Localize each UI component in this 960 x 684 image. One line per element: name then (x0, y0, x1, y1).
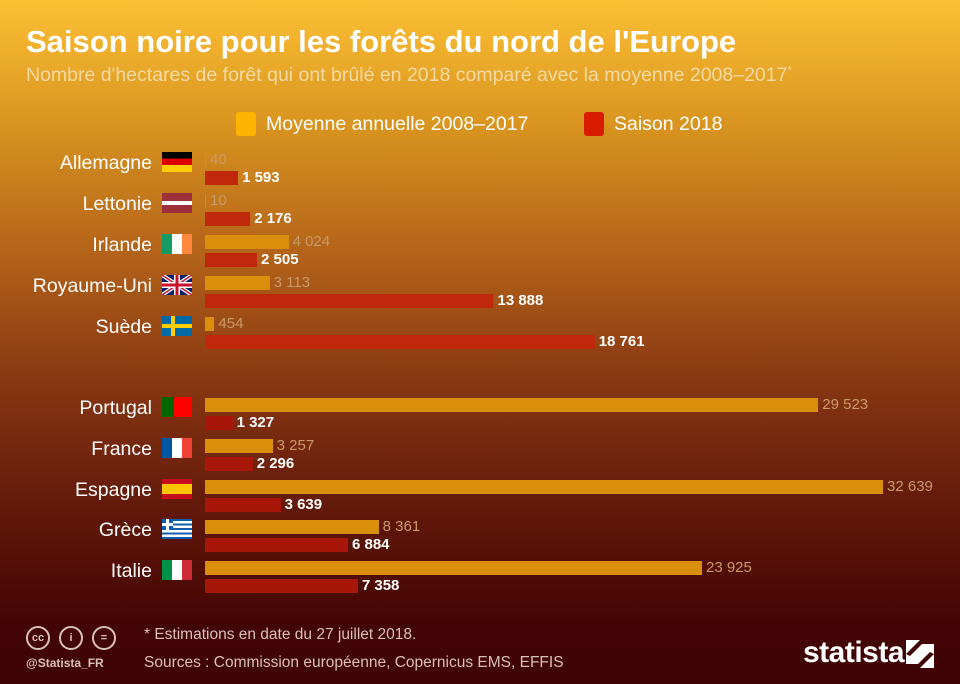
bar-avg (205, 153, 206, 167)
legend-item-avg: Moyenne annuelle 2008–2017 (236, 112, 528, 136)
bar-avg (205, 561, 702, 575)
value-label-2018: 7 358 (361, 577, 400, 594)
attribution-icon: i (59, 626, 83, 650)
bar-2018 (205, 335, 595, 349)
statista-logo: statista (803, 636, 905, 669)
footnote: * Estimations en date du 27 juillet 2018… (144, 626, 417, 643)
legend-label-2018: Saison 2018 (614, 112, 723, 135)
value-label-2018: 18 761 (598, 333, 645, 350)
category-label: Portugal (79, 397, 152, 419)
flag-icon-se (162, 316, 192, 336)
bar-2018 (205, 212, 251, 226)
bar-avg (205, 480, 883, 494)
bar-2018 (205, 171, 239, 185)
value-label-avg: 3 113 (273, 274, 311, 291)
value-label-avg: 8 361 (382, 518, 421, 535)
value-label-2018: 2 296 (256, 455, 295, 472)
value-label-avg: 3 257 (276, 437, 315, 454)
category-label: Espagne (75, 479, 152, 501)
flag-icon-de (162, 152, 192, 172)
category-label: France (91, 438, 152, 460)
legend-label-avg: Moyenne annuelle 2008–2017 (266, 112, 529, 135)
noderivs-icon: = (92, 626, 116, 650)
category-label: Suède (95, 316, 152, 338)
bar-avg (205, 317, 215, 331)
chart-subtitle: Nombre d'hectares de forêt qui ont brûlé… (26, 64, 792, 87)
value-label-avg: 29 523 (822, 396, 869, 413)
bar-2018 (205, 579, 358, 593)
subtitle-text: Nombre d'hectares de forêt qui ont brûlé… (26, 64, 788, 86)
bar-2018 (205, 416, 233, 430)
category-label: Allemagne (59, 152, 152, 174)
category-label: Italie (110, 560, 152, 582)
value-label-2018: 2 176 (254, 210, 292, 227)
value-label-avg: 454 (218, 315, 244, 332)
bar-avg (205, 439, 273, 453)
value-label-avg: 10 (210, 192, 227, 209)
flag-icon-ie (162, 234, 192, 254)
value-label-2018: 2 505 (261, 251, 299, 268)
legend-item-2018: Saison 2018 (584, 112, 722, 136)
flag-icon-fr (162, 438, 192, 458)
bar-avg (205, 276, 270, 290)
flag-icon-gr (162, 519, 192, 539)
subtitle-asterisk: * (787, 64, 792, 77)
value-label-avg: 23 925 (705, 559, 752, 576)
chart-title: Saison noire pour les forêts du nord de … (26, 24, 737, 59)
twitter-handle: @Statista_FR (26, 656, 104, 670)
bar-avg (205, 398, 819, 412)
category-label: Irlande (92, 234, 152, 256)
value-label-avg: 32 639 (887, 478, 933, 495)
legend-swatch-avg (236, 112, 256, 136)
bar-2018 (205, 498, 281, 512)
value-label-avg: 4 024 (292, 233, 331, 250)
flag-icon-lv (162, 193, 192, 213)
value-label-2018: 6 884 (351, 536, 390, 553)
flag-icon-pt (162, 397, 192, 417)
bar-avg (205, 194, 206, 208)
category-label: Royaume-Uni (32, 275, 152, 297)
value-label-2018: 1 327 (236, 414, 275, 431)
bar-2018 (205, 253, 258, 267)
bar-avg (205, 235, 289, 249)
value-label-2018: 3 639 (284, 496, 323, 513)
value-label-2018: 13 888 (497, 292, 544, 309)
bar-avg (205, 520, 379, 534)
legend-swatch-2018 (584, 112, 604, 136)
flag-icon-es (162, 479, 192, 499)
value-label-2018: 1 593 (242, 169, 280, 186)
category-label: Lettonie (82, 193, 152, 215)
cc-icon: cc (26, 626, 50, 650)
bar-2018 (205, 538, 348, 552)
bar-2018 (205, 457, 253, 471)
category-label: Grèce (98, 519, 152, 541)
flag-icon-gb (162, 275, 192, 295)
value-label-avg: 40 (210, 151, 227, 168)
flag-icon-it (162, 560, 192, 580)
sources: Sources : Commission européenne, Coperni… (144, 654, 564, 671)
statista-logo-mark (906, 640, 934, 668)
bar-2018 (205, 294, 494, 308)
